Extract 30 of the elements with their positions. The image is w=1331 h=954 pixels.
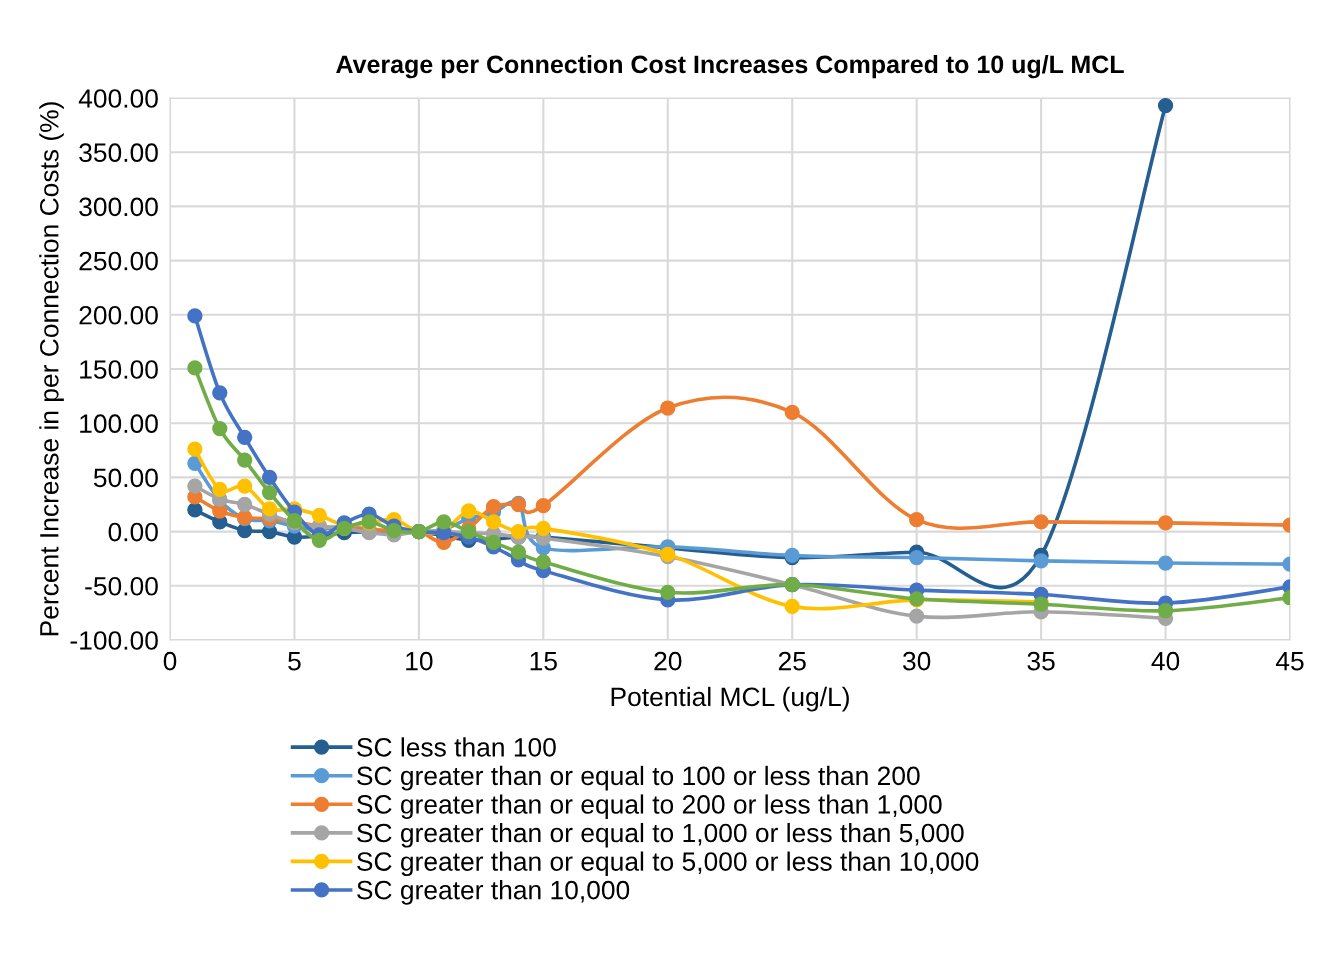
legend-label: SC greater than or equal to 100 or less than 200	[357, 765, 920, 791]
y-tick-label: -100.00	[70, 631, 158, 650]
x-tick-label: 35	[1027, 651, 1055, 671]
legend-label: SC greater than or equal to 200 or less than 1,000	[357, 794, 942, 819]
y-tick-label: 200.00	[79, 305, 158, 325]
legend-label: SC less than 100	[357, 737, 556, 757]
y-tick-label: 250.00	[79, 251, 158, 271]
x-tick-label: 40	[1151, 651, 1180, 671]
y-tick-label: 100.00	[80, 414, 158, 434]
legend-label: SC greater than or equal to 1,000 or less than 5,000	[357, 822, 964, 848]
x-axis-title: Potential MCL (ug/L)	[611, 686, 849, 712]
x-tick-label: 45	[1275, 652, 1304, 671]
x-tick-label: 0	[163, 651, 177, 671]
x-tick-label: 15	[530, 652, 557, 671]
y-tick-label: 150.00	[80, 360, 158, 379]
y-axis-title: Percent Increase in per Connection Costs (%)	[39, 102, 64, 636]
y-tick-label: 400.00	[78, 89, 158, 108]
legend-label: SC greater than 10,000	[357, 880, 630, 905]
y-tick-label: 0.00	[108, 522, 158, 542]
y-tick-label: -50.00	[85, 576, 158, 596]
y-tick-label: 50.00	[93, 468, 158, 488]
y-tick-label: 350.00	[79, 143, 158, 163]
x-tick-label: 20	[654, 651, 682, 671]
x-tick-label: 30	[903, 651, 931, 671]
y-tick-label: 300.00	[79, 197, 158, 217]
x-tick-label: 5	[288, 652, 301, 671]
chart-title: Average per Connection Cost Increases Compared to 10 ug/L MCL	[336, 54, 1124, 79]
x-tick-label: 10	[406, 651, 433, 671]
x-tick-label: 25	[778, 651, 806, 671]
legend-label: SC greater than or equal to 5,000 or less than 10,000	[357, 851, 979, 877]
